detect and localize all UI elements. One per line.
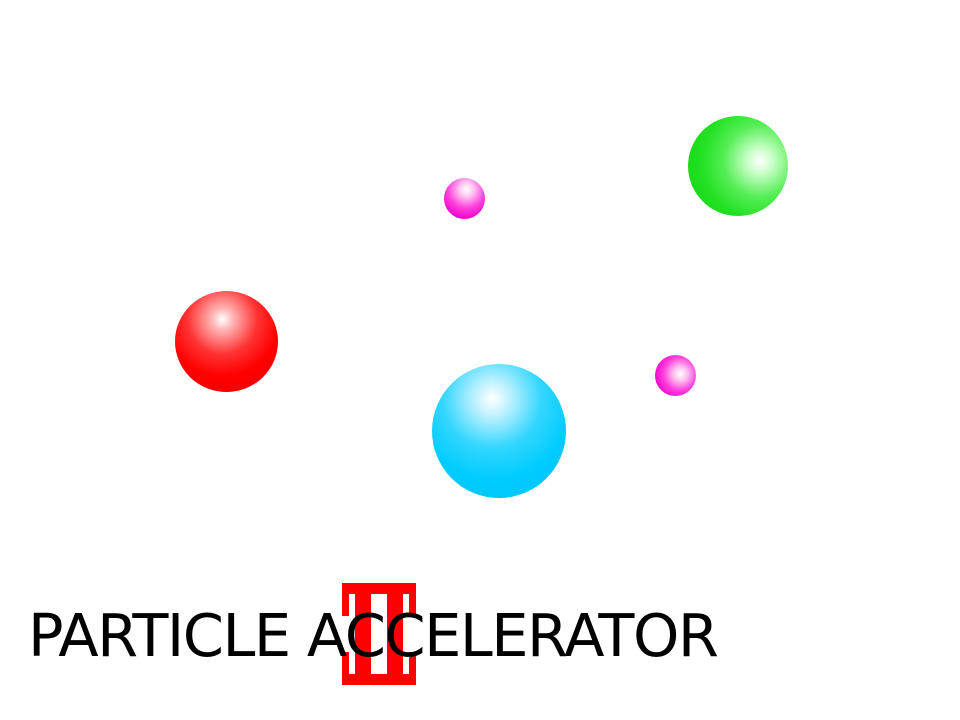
- particle-magenta: [444, 178, 485, 219]
- game-title: PARTICLE ACCELERATOR: [28, 583, 788, 685]
- particle-green: [688, 116, 788, 216]
- particle-magenta: [655, 355, 696, 396]
- particle-red: [175, 291, 278, 392]
- roman-numeral-two-logo: [342, 583, 416, 685]
- particle-cyan: [432, 364, 566, 498]
- game-title-text: PARTICLE ACCELERATOR: [28, 601, 719, 670]
